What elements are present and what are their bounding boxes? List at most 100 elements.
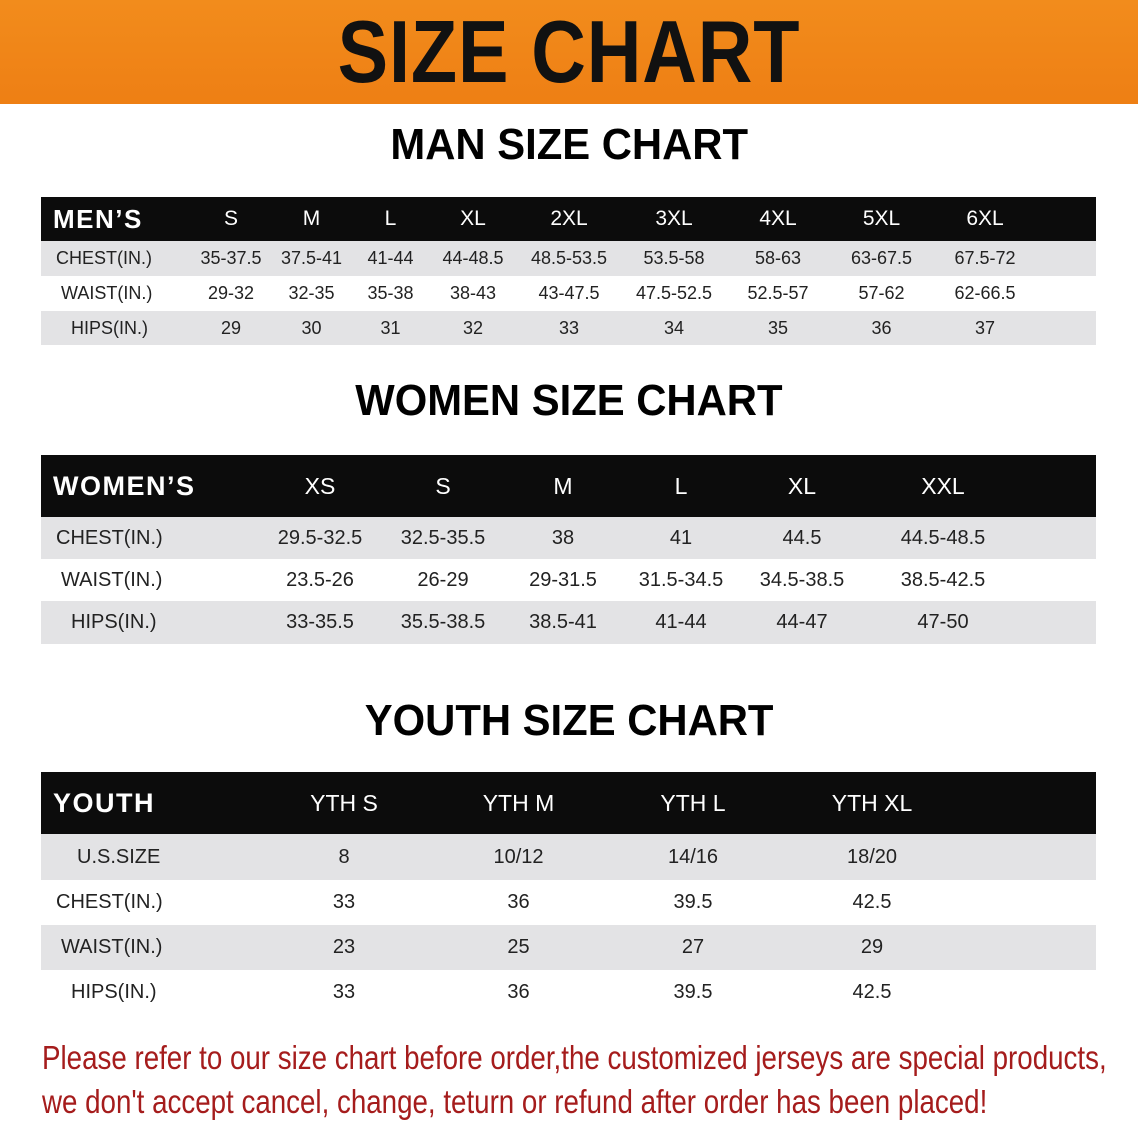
table-row: HIPS(IN.) 29 30 31 32 33 34 35 36 37	[41, 311, 1096, 345]
size-column-header: M	[553, 472, 573, 499]
table-row: WAIST(IN.) 29-32 32-35 35-38 38-43 43-47.5 47.…	[41, 276, 1096, 311]
header-row: YOUTH YTH S YTH M YTH L YTH XL	[41, 772, 1096, 834]
size-column-header: L	[384, 207, 397, 230]
table-cell: 38.5-41	[529, 611, 597, 633]
table-row: HIPS(IN.) 33 36 39.5 42.5	[41, 970, 1096, 1015]
table-cell: 33	[332, 891, 356, 913]
table-cell: 35-38	[367, 283, 414, 303]
table-cell: 41-44	[655, 611, 707, 633]
table-cell: 38-43	[449, 283, 497, 303]
row-label: HIPS(IN.)	[71, 611, 157, 633]
table-row: CHEST(IN.) 35-37.5 37.5-41 41-44 44-48.5 48.5…	[41, 241, 1096, 276]
size-column-header: 4XL	[759, 207, 797, 230]
table-cell: 48.5-53.5	[530, 248, 608, 268]
table-cell: 36	[507, 891, 530, 913]
table-cell: 58-63	[754, 248, 802, 268]
table-cell: 41	[669, 526, 693, 549]
size-column-header: 5XL	[862, 207, 901, 230]
table-header-label: MEN’S	[53, 203, 143, 234]
table-header-label: YOUTH	[53, 787, 155, 818]
size-column-header: L	[674, 472, 688, 499]
table-cell: 33-35.5	[286, 611, 354, 633]
table-cell: 36	[507, 981, 530, 1003]
table-cell: 53.5-58	[643, 248, 705, 268]
table-cell: 32-35	[288, 283, 335, 303]
table-cell: 8	[338, 845, 350, 868]
order-notice: Please refer to our size chart before or…	[42, 1036, 1107, 1124]
size-column-header: YTH M	[482, 789, 555, 816]
table-cell: 29	[860, 936, 884, 958]
table-cell: 52.5-57	[747, 283, 809, 303]
row-label: WAIST(IN.)	[61, 283, 153, 303]
banner: SIZE CHART	[0, 0, 1138, 104]
row-label: CHEST(IN.)	[56, 526, 163, 549]
size-column-header: 2XL	[550, 207, 588, 230]
table-cell: 44-47	[776, 611, 828, 633]
size-column-header: S	[435, 472, 451, 499]
table-cell: 33	[558, 317, 580, 338]
size-column-header: YTH XL	[831, 789, 913, 816]
table-cell: 43-47.5	[538, 283, 600, 303]
table-cell: 31	[380, 317, 401, 338]
table-cell: 47.5-52.5	[635, 283, 713, 303]
table-cell: 32.5-35.5	[400, 526, 486, 549]
table-cell: 67.5-72	[954, 248, 1016, 268]
table-cell: 34.5-38.5	[759, 568, 845, 591]
table-cell: 35.5-38.5	[400, 611, 486, 633]
table-cell: 62-66.5	[954, 283, 1016, 303]
size-column-header: YTH L	[660, 789, 726, 816]
size-column-header: XS	[304, 472, 336, 499]
row-label: HIPS(IN.)	[71, 317, 149, 338]
row-label: WAIST(IN.)	[61, 568, 163, 591]
table-cell: 32	[462, 317, 484, 338]
header-row: WOMEN’S XS S M L XL XXL	[41, 455, 1096, 517]
row-label: WAIST(IN.)	[61, 936, 163, 958]
table-cell: 29-31.5	[529, 568, 597, 591]
notice-line-2: we don't accept cancel, change, teturn o…	[42, 1083, 988, 1120]
size-column-header: XL	[460, 207, 486, 230]
table-header-label: WOMEN’S	[53, 470, 196, 501]
table-cell: 23.5-26	[286, 568, 354, 591]
women-size-table: WOMEN’S XS S M L XL XXL CHEST(IN.) 29.5-32.5 32.5…	[41, 455, 1096, 644]
table-cell: 29.5-32.5	[277, 526, 363, 549]
banner-title: SIZE CHART	[337, 2, 801, 101]
table-cell: 27	[681, 936, 705, 958]
youth-size-table: YOUTH YTH S YTH M YTH L YTH XL U.S.SIZE 8 10/12…	[41, 772, 1096, 1015]
size-column-header: XL	[787, 472, 817, 499]
table-cell: 63-67.5	[850, 248, 913, 268]
table-cell: 14/16	[667, 845, 719, 868]
table-cell: 42.5	[852, 891, 892, 913]
table-cell: 44.5	[782, 526, 822, 549]
table-cell: 25	[507, 936, 530, 958]
table-row: CHEST(IN.) 33 36 39.5 42.5	[41, 880, 1096, 925]
table-cell: 37	[974, 317, 996, 338]
row-label: CHEST(IN.)	[56, 248, 152, 268]
table-cell: 37.5-41	[280, 248, 343, 268]
table-cell: 38	[551, 526, 575, 549]
size-column-header: S	[223, 207, 238, 230]
table-cell: 47-50	[917, 611, 969, 633]
notice-line-1: Please refer to our size chart before or…	[42, 1039, 1107, 1076]
table-cell: 29	[220, 317, 242, 338]
table-cell: 57-62	[858, 283, 905, 303]
size-column-header: M	[302, 207, 321, 230]
size-column-header: YTH S	[310, 789, 378, 816]
table-cell: 29-32	[207, 283, 255, 303]
table-cell: 44.5-48.5	[900, 526, 986, 549]
table-cell: 34	[663, 317, 685, 338]
table-cell: 44-48.5	[442, 248, 504, 268]
table-cell: 42.5	[852, 981, 892, 1003]
table-row: U.S.SIZE 8 10/12 14/16 18/20	[41, 834, 1096, 880]
table-cell: 23	[332, 936, 356, 958]
table-cell: 39.5	[673, 891, 713, 913]
table-cell: 41-44	[367, 248, 414, 268]
size-column-header: 6XL	[966, 207, 1004, 230]
size-column-header: 3XL	[655, 207, 693, 230]
youth-title: YOUTH SIZE CHART	[364, 696, 774, 745]
row-label: U.S.SIZE	[77, 845, 161, 868]
men-size-table: MEN’S S M L XL 2XL 3XL 4XL 5XL 6XL CHEST(IN.) 35-37…	[41, 197, 1096, 345]
table-cell: 35-37.5	[200, 248, 262, 268]
header-row: MEN’S S M L XL 2XL 3XL 4XL 5XL 6XL	[41, 197, 1096, 241]
table-cell: 30	[301, 317, 322, 338]
row-label: CHEST(IN.)	[56, 891, 163, 913]
